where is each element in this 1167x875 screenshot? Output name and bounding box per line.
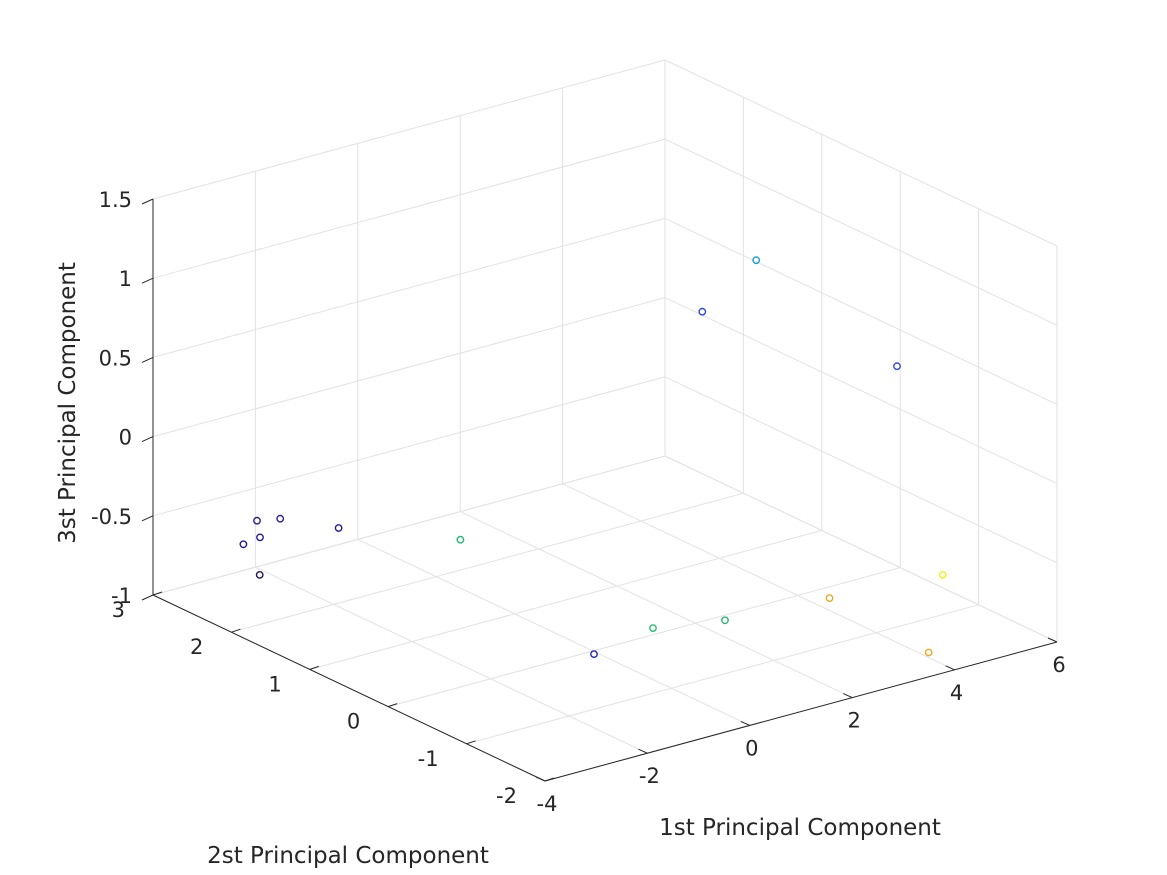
x-tick-label: -4 <box>537 792 558 816</box>
x-tick-label: 6 <box>1052 653 1065 677</box>
z-tick-label: 1.5 <box>99 188 132 212</box>
x-tick <box>535 776 546 782</box>
y-tick-label: 1 <box>268 672 281 696</box>
x-axis-label: 1st Principal Component <box>659 815 941 841</box>
data-point <box>825 594 834 602</box>
side-wall-gridline <box>664 455 1058 643</box>
x-tick <box>842 693 853 699</box>
y-tick-label: -2 <box>496 784 517 808</box>
z-tick <box>141 594 154 601</box>
y-tick-label: 0 <box>347 710 360 734</box>
floor-gridline <box>388 567 901 708</box>
floor-gridline <box>231 492 744 633</box>
side-wall-gridline <box>664 138 1058 326</box>
x-tick <box>638 748 648 754</box>
data-point <box>256 533 264 542</box>
back-wall-gridline <box>152 217 666 358</box>
x-axis-line <box>544 641 1058 782</box>
labels-layer: 1st Principal Component 2st Principal Co… <box>55 262 941 869</box>
floor-gridline <box>466 604 979 745</box>
floor-gridline <box>357 538 751 726</box>
data-point <box>456 535 465 544</box>
data-point <box>938 571 947 579</box>
y-tick <box>466 740 476 745</box>
x-tick <box>1047 637 1058 643</box>
y-tick-label: 3 <box>112 598 125 622</box>
back-wall-gridline <box>152 138 666 279</box>
x-tick-label: 4 <box>950 681 963 705</box>
y-tick <box>388 703 398 708</box>
data-point <box>276 514 285 523</box>
floor-gridline <box>309 529 822 670</box>
z-tick <box>141 198 154 205</box>
data-point <box>721 616 729 625</box>
z-tick-label: 1 <box>119 267 132 291</box>
z-tick <box>141 436 154 443</box>
floor-gridline <box>459 511 853 699</box>
back-wall-gridline <box>152 376 666 517</box>
data-point <box>924 648 933 657</box>
side-wall-gridline <box>664 376 1058 564</box>
floor-gridline <box>255 566 648 754</box>
side-wall-gridline <box>664 217 1058 405</box>
data-point <box>752 256 761 265</box>
z-tick <box>141 356 154 363</box>
z-tick-label: -0.5 <box>91 505 132 529</box>
back-wall-gridline <box>152 297 666 438</box>
x-tick-label: -2 <box>639 764 660 788</box>
data-point <box>334 524 343 532</box>
grid-layer <box>152 59 1058 782</box>
y-axis-label: 2st Principal Component <box>207 843 489 869</box>
side-wall-gridline <box>664 297 1058 485</box>
z-tick <box>141 277 154 284</box>
y-tick-label: -1 <box>418 747 439 771</box>
data-point <box>893 362 901 371</box>
z-tick-label: -1 <box>111 584 132 608</box>
data-point <box>253 516 261 525</box>
points-layer <box>239 256 947 658</box>
back-wall-gridline <box>152 455 666 596</box>
z-tick-label: 0.5 <box>99 346 132 370</box>
y-tick-label: 2 <box>190 635 203 659</box>
z-tick-label: 0 <box>119 426 132 450</box>
y-tick <box>152 591 163 596</box>
data-point <box>255 571 264 579</box>
x-tick-label: 2 <box>848 709 861 733</box>
floor-gridline <box>562 483 955 671</box>
x-tick-label: 0 <box>745 736 758 760</box>
z-axis-label: 3st Principal Component <box>55 262 81 544</box>
data-point <box>590 650 598 658</box>
y-tick <box>544 777 555 782</box>
side-wall-gridline <box>664 59 1058 247</box>
y-tick <box>231 628 241 633</box>
y-tick <box>309 665 319 670</box>
z-tick <box>141 515 154 522</box>
x-tick <box>740 720 751 726</box>
data-point <box>649 624 657 632</box>
back-wall-gridline <box>152 59 666 200</box>
x-tick <box>945 665 955 671</box>
data-point <box>239 540 248 549</box>
y-axis-line <box>152 594 546 782</box>
data-point <box>698 307 707 316</box>
